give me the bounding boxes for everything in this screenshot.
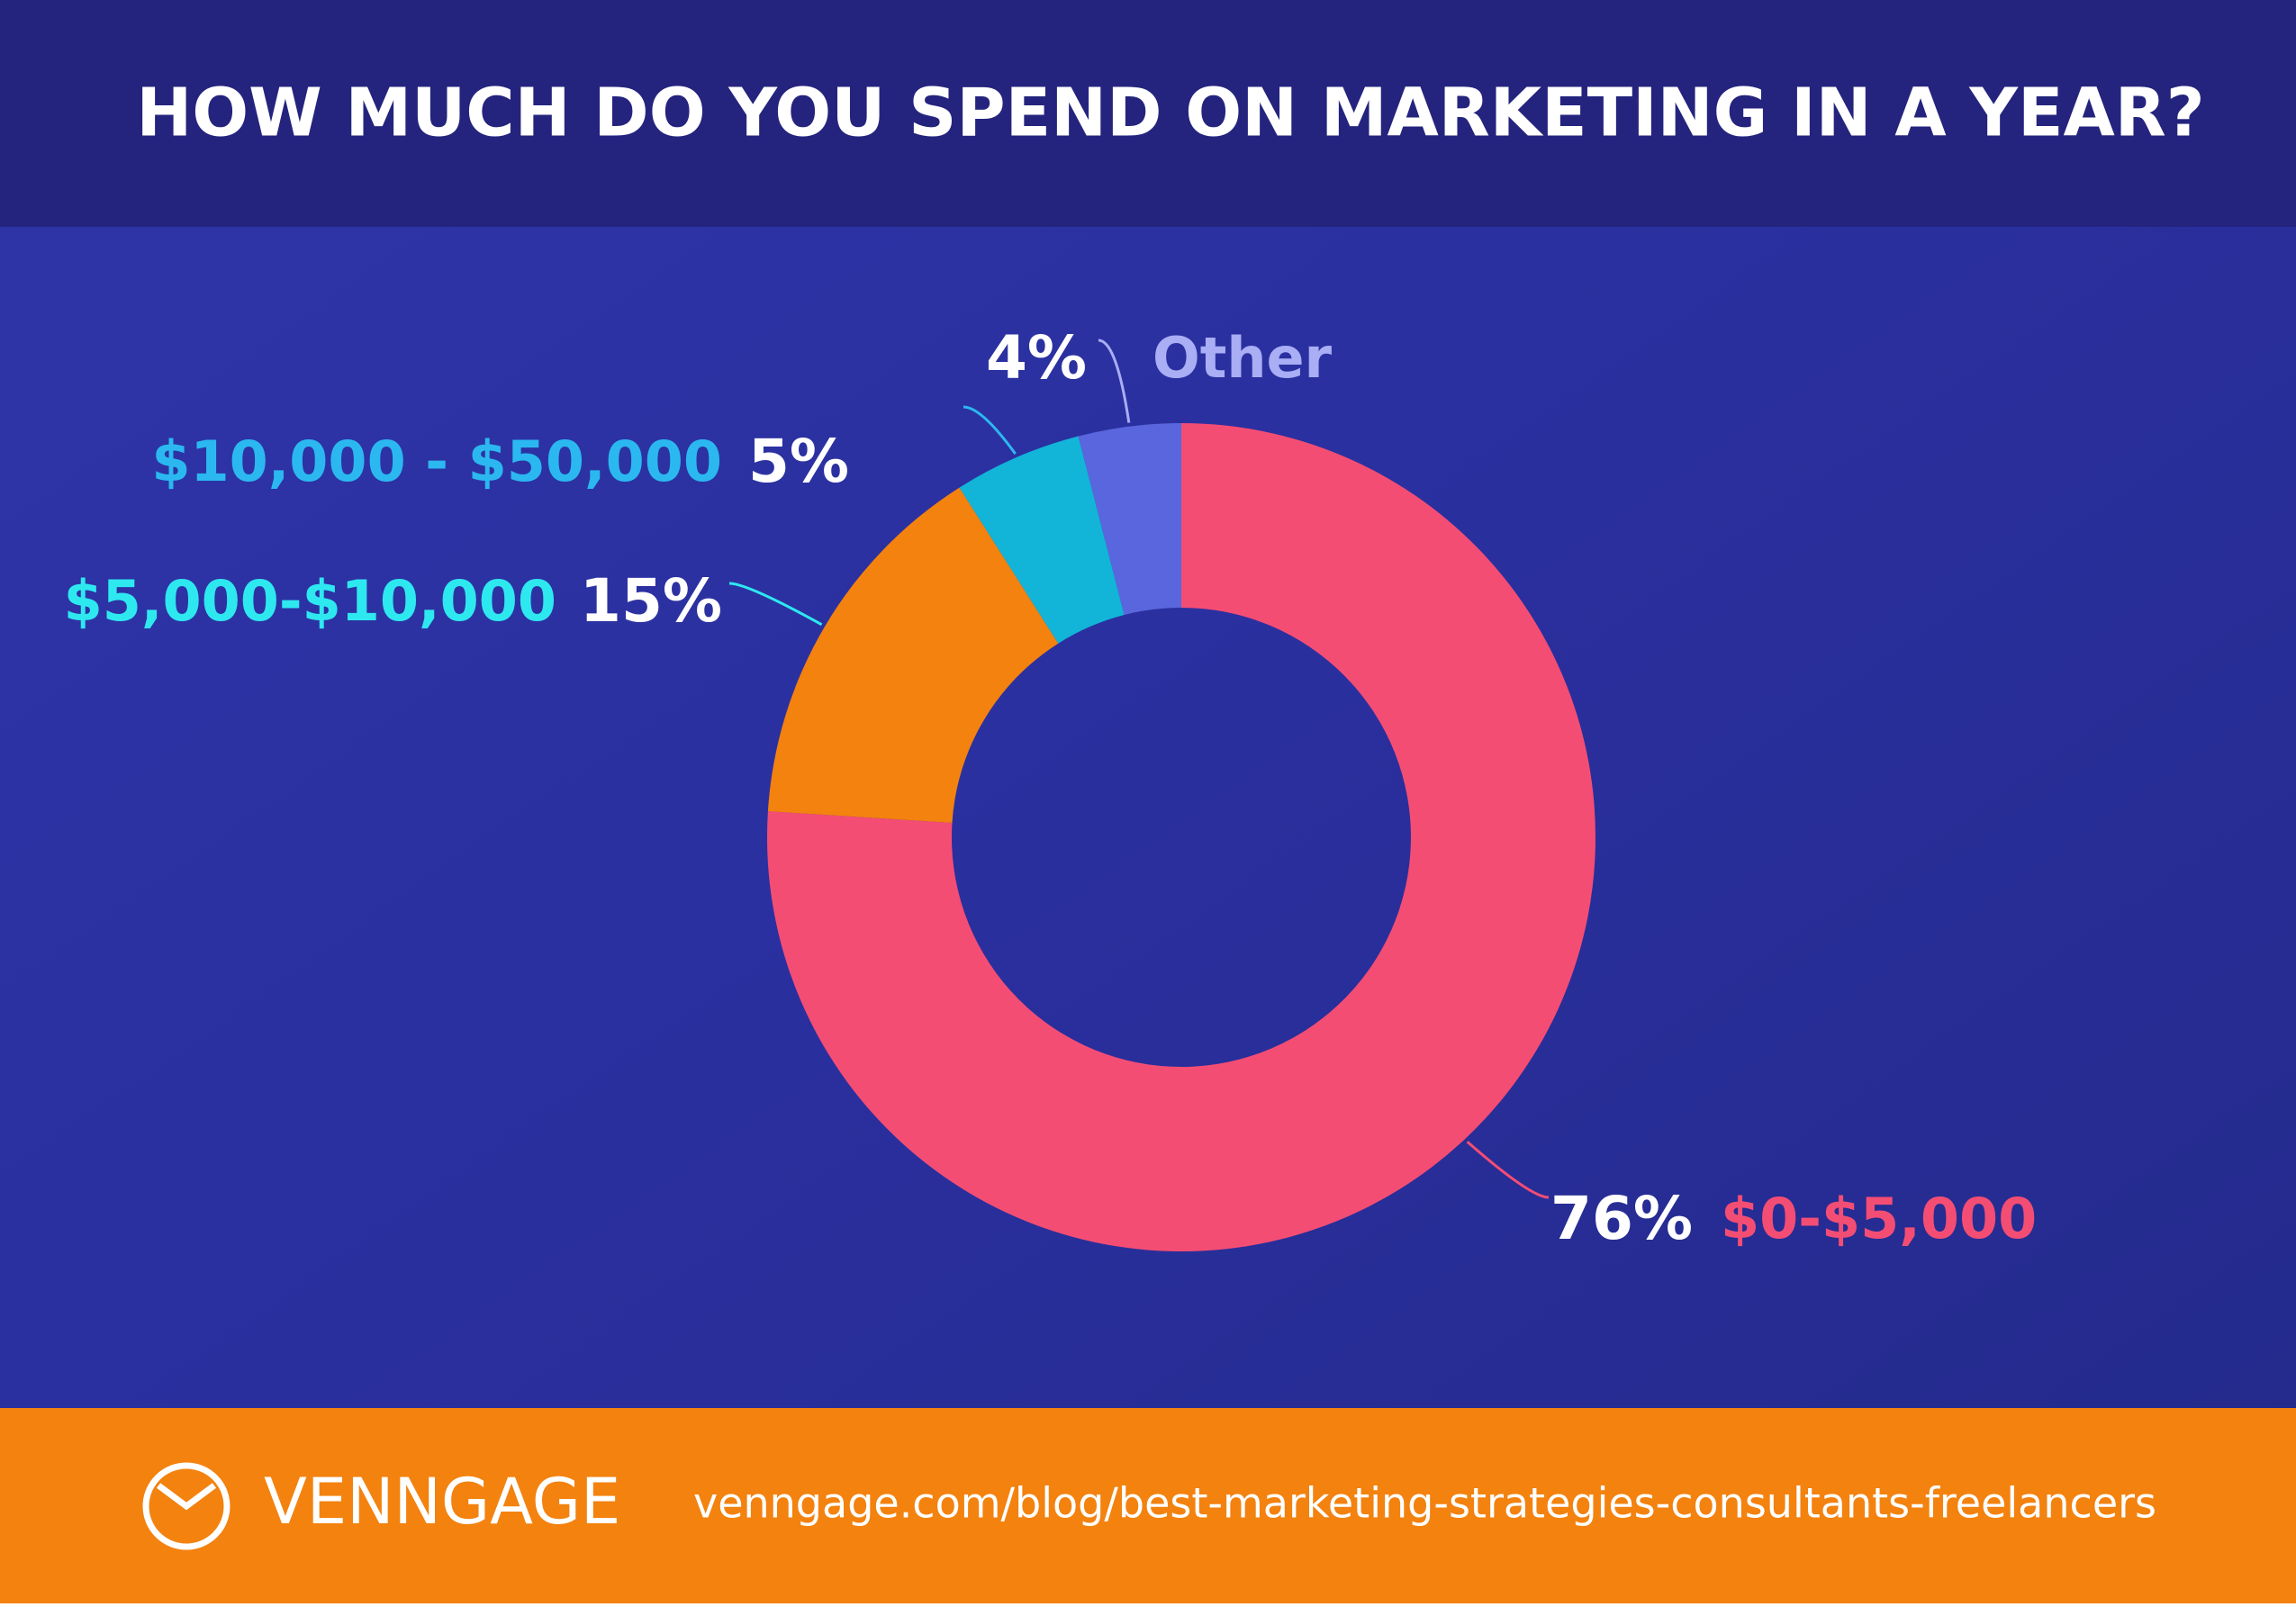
brand-name: VENNGAGE	[264, 1465, 620, 1539]
leader-line	[1098, 339, 1131, 423]
leader-line	[963, 405, 1017, 456]
donut-slice	[767, 487, 1059, 823]
category-label: Other	[1153, 325, 1333, 391]
logo-circle	[142, 1462, 231, 1550]
value-label: 4%	[986, 323, 1087, 393]
category-label: $5,000-$10,000	[64, 568, 556, 634]
logo-mark	[156, 1483, 217, 1511]
value-label: 76%	[1550, 1184, 1693, 1253]
donut-slice	[1078, 423, 1181, 616]
brand-logo	[142, 1462, 231, 1550]
footer-band	[0, 1408, 2296, 1603]
header-band	[0, 0, 2296, 227]
category-label: $0-$5,000	[1721, 1186, 2037, 1251]
value-label: 5%	[748, 427, 849, 496]
chart-title: HOW MUCH DO YOU SPEND ON MARKETING IN A …	[136, 75, 2204, 152]
source-url: venngage.com/blog/best-marketing-strateg…	[693, 1479, 2156, 1528]
value-label: 15%	[580, 566, 722, 636]
donut-chart: 76% $0-$5,000 15% $5,000-$10,000 5% $10,000 -…	[64, 323, 2038, 1253]
donut-slice	[767, 423, 1595, 1251]
category-label: $10,000 - $50,000	[151, 429, 722, 494]
leader-line	[728, 582, 823, 627]
leader-line	[1466, 1141, 1550, 1199]
donut-slice	[959, 436, 1125, 644]
